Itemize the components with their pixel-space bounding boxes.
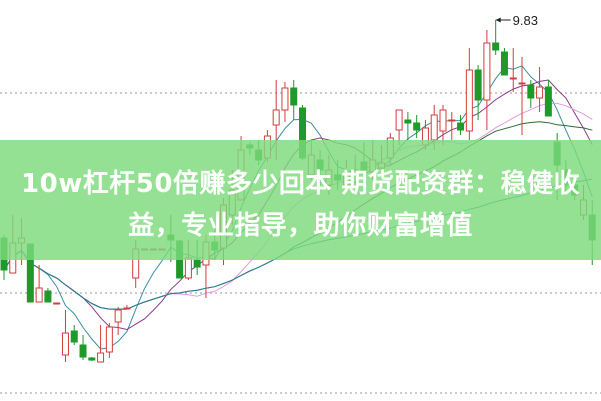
banner-headline: 10w杠杆50倍赚多少回本 期货配资群：稳健收 益，专业指导，助你财富增值 — [0, 163, 601, 247]
candle-body — [290, 87, 298, 106]
candle-body — [465, 69, 473, 132]
candle-body — [413, 122, 421, 131]
candle-body — [457, 122, 465, 131]
candle-body — [97, 352, 105, 363]
candle-body — [509, 77, 517, 80]
candle-body — [536, 86, 544, 99]
candle-body — [518, 82, 526, 85]
candle-body — [281, 87, 289, 111]
ma5-line — [3, 65, 593, 350]
candle-body — [193, 259, 201, 268]
candle-body — [44, 290, 52, 303]
candle-body — [448, 119, 456, 122]
candle-body — [474, 69, 482, 101]
candle-body — [544, 86, 552, 117]
candle-body — [114, 309, 122, 323]
candle-body — [404, 119, 412, 124]
candle-body — [35, 287, 43, 303]
candle-body — [88, 357, 96, 361]
title-banner — [0, 140, 601, 260]
candle-body — [492, 42, 500, 51]
candle-body — [105, 326, 113, 353]
candle-body — [53, 302, 61, 305]
candle-body — [430, 114, 438, 141]
candle-body — [272, 109, 280, 126]
candle-body — [184, 257, 192, 279]
candle-body — [395, 109, 403, 131]
annotation-arrow-icon — [495, 17, 501, 23]
annotation-high-label: 9.83 — [513, 13, 538, 28]
candle-body — [61, 332, 69, 356]
headline-line-2: 益，专业指导，助你财富增值 — [128, 211, 473, 241]
candle-body — [483, 42, 491, 101]
candle-body — [527, 84, 535, 99]
candle-body — [70, 330, 78, 343]
candle-body — [500, 51, 508, 76]
candle-body — [439, 109, 447, 132]
candle-body — [123, 307, 131, 310]
candle-body — [79, 344, 87, 358]
headline-line-1: 10w杠杆50倍赚多少回本 期货配资群：稳健收 — [21, 169, 580, 199]
